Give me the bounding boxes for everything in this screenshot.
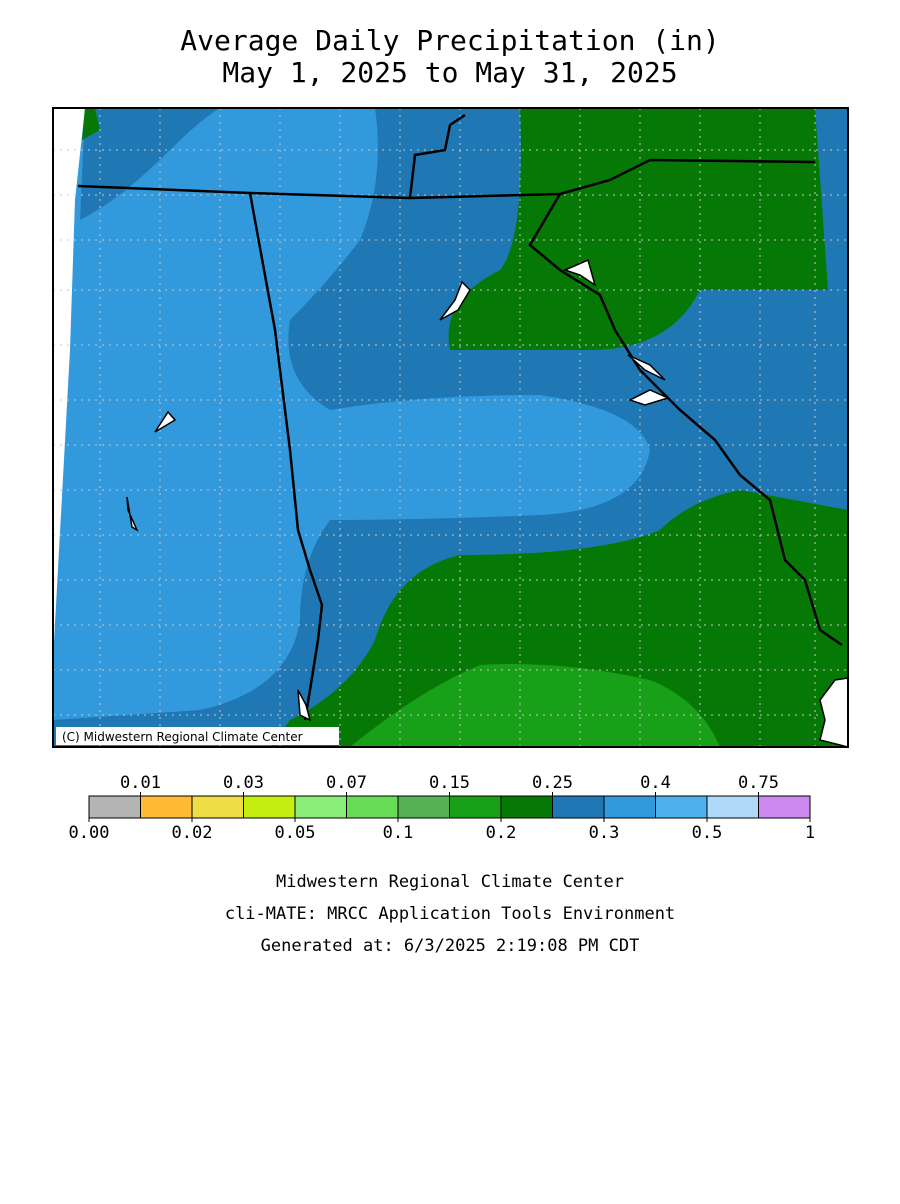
legend-label: 0.3 [589,823,620,843]
legend-swatch [294,795,347,819]
legend-label: 0.00 [69,823,110,843]
legend-swatch [655,795,708,819]
legend-swatch [552,795,605,819]
lakes [126,258,848,747]
legend-label: 0.2 [486,823,517,843]
legend-label: 0.25 [532,773,573,793]
legend-swatch [758,795,811,819]
legend-swatch [346,795,399,819]
footer-line: cli-MATE: MRCC Application Tools Environ… [225,904,675,924]
credit: (C) Midwestern Regional Climate Center [62,730,303,744]
map: (C) Midwestern Regional Climate Center [52,107,849,748]
footer-line: Generated at: 6/3/2025 2:19:08 PM CDT [261,936,640,956]
legend-label: 0.5 [692,823,723,843]
legend-swatch [449,795,502,819]
legend-label: 0.1 [383,823,414,843]
legend-swatch [140,795,193,819]
legend-label: 0.15 [429,773,470,793]
legend-swatch [500,795,553,819]
legend-swatch [88,795,141,819]
title: Average Daily Precipitation (in) [180,24,719,57]
legend-swatch [191,795,244,819]
region-green [350,664,720,747]
footer: Midwestern Regional Climate Center cli-MA… [225,872,675,956]
legend-label: 0.03 [223,773,264,793]
legend-swatch [603,795,656,819]
legend-label: 0.75 [738,773,779,793]
legend-label: 0.01 [120,773,161,793]
legend-label: 0.05 [275,823,316,843]
legend-swatch [397,795,450,819]
legend-swatch [706,795,759,819]
state-borders [77,113,843,721]
region-dark-green-south [270,490,848,747]
legend-label: 0.4 [640,773,671,793]
legend-label: 0.07 [326,773,367,793]
legend-label: 1 [805,823,815,843]
legend-label: 0.02 [172,823,213,843]
legend-swatch [243,795,296,819]
map-frame [52,107,849,748]
credit-box [56,727,339,745]
footer-line: Midwestern Regional Climate Center [276,872,624,892]
region-corner [82,108,100,140]
legend: 0.00 0.01 0.02 0.03 0.05 0.07 0.1 0.15 0.2 0.25 0.… [69,773,816,843]
subtitle: May 1, 2025 to May 31, 2025 [222,56,677,89]
